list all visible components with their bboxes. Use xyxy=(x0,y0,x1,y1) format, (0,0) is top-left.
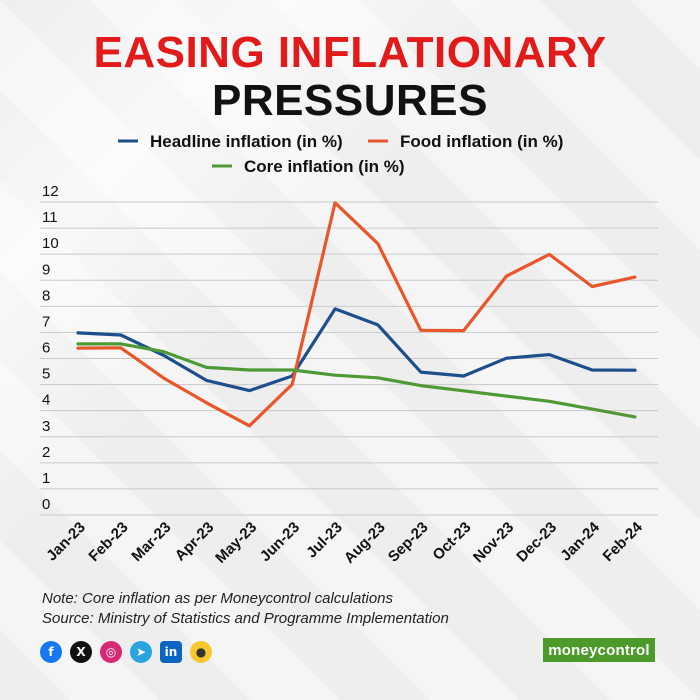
y-tick-label: 7 xyxy=(42,313,50,330)
y-tick-label: 2 xyxy=(42,444,50,461)
x-tick-label: Jul-23 xyxy=(303,519,346,562)
series-line xyxy=(76,201,637,428)
y-tick-label: 6 xyxy=(42,340,50,357)
x-tick-label: Nov-23 xyxy=(470,519,517,566)
x-tick-label: Dec-23 xyxy=(513,519,560,566)
footnote: Note: Core inflation as per Moneycontrol… xyxy=(42,590,394,607)
x-tick-label: Mar-23 xyxy=(128,519,174,565)
chart-subtitle: PRESSURES xyxy=(212,76,488,125)
legend-label: Headline inflation (in %) xyxy=(150,132,343,151)
koo-icon[interactable]: ● xyxy=(190,641,212,663)
x-tick-label: Sep-23 xyxy=(385,519,432,566)
x-tick-label: Jan-23 xyxy=(43,519,89,565)
y-tick-label: 11 xyxy=(42,209,58,226)
x-tick-label: Feb-23 xyxy=(85,519,131,565)
y-tick-label: 0 xyxy=(42,496,50,513)
social-links: f X ◎ ➤ in ● xyxy=(40,641,212,663)
y-tick-label: 3 xyxy=(42,418,50,435)
y-tick-label: 4 xyxy=(42,392,50,409)
x-tick-label: Oct-23 xyxy=(429,519,474,564)
x-tick-label: Aug-23 xyxy=(341,519,389,567)
y-tick-label: 5 xyxy=(42,366,50,383)
y-tick-label: 1 xyxy=(42,470,50,487)
series-line xyxy=(76,307,637,393)
legend-label: Core inflation (in %) xyxy=(244,157,405,176)
x-tick-label: Feb-24 xyxy=(600,518,647,565)
x-tick-label: Jan-24 xyxy=(557,518,603,564)
y-tick-label: 12 xyxy=(42,183,59,200)
y-tick-label: 10 xyxy=(42,235,59,252)
x-icon[interactable]: X xyxy=(70,641,92,663)
facebook-icon[interactable]: f xyxy=(40,641,62,663)
y-tick-label: 9 xyxy=(42,261,50,278)
linkedin-icon[interactable]: in xyxy=(160,641,182,663)
source-note: Source: Ministry of Statistics and Progr… xyxy=(42,610,449,627)
chart-title: EASING INFLATIONARY xyxy=(93,28,607,77)
x-tick-label: May-23 xyxy=(212,519,260,567)
brand-logo: moneycontrol xyxy=(543,638,655,662)
series-line xyxy=(76,342,637,419)
x-tick-label: Apr-23 xyxy=(172,519,218,565)
telegram-icon[interactable]: ➤ xyxy=(130,641,152,663)
x-tick-label: Jun-23 xyxy=(257,519,303,565)
instagram-icon[interactable]: ◎ xyxy=(100,641,122,663)
y-tick-label: 8 xyxy=(42,287,50,304)
legend-label: Food inflation (in %) xyxy=(400,132,563,151)
